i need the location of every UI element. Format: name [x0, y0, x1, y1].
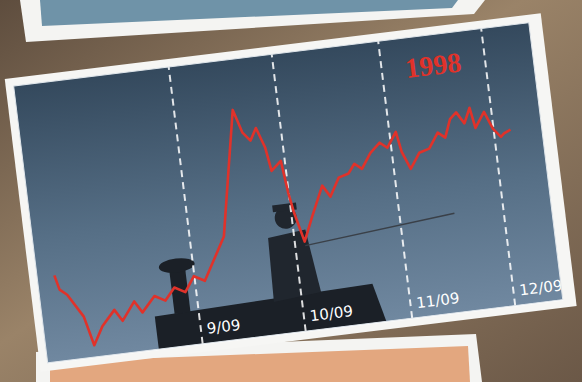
x-tick: 9/09	[169, 62, 242, 344]
page: 9/09 10/09 11/09 12/09 1998	[0, 0, 582, 382]
boat	[154, 283, 387, 353]
x-axis: 9/09 10/09 11/09 12/09	[14, 23, 564, 364]
data-line	[37, 77, 530, 349]
background	[0, 0, 582, 382]
angler-body	[266, 229, 322, 302]
plot-area	[37, 77, 530, 349]
photo-top	[40, 0, 458, 26]
card-border	[5, 13, 577, 372]
x-tick: 12/09	[481, 23, 564, 306]
x-tick-label: 12/09	[518, 276, 563, 299]
fishing-rod	[304, 213, 457, 245]
x-tick-label: 10/09	[309, 302, 354, 325]
plot-background	[14, 23, 563, 363]
grid-line	[169, 67, 203, 344]
grid-line	[481, 29, 515, 306]
x-tick-label: 9/09	[206, 316, 242, 338]
boat-motor-top	[158, 256, 195, 274]
plot-frame	[14, 23, 563, 363]
chart-card: 9/09 10/09 11/09 12/09 1998	[5, 13, 577, 372]
x-tick: 10/09	[272, 48, 355, 331]
x-tick-label: 11/09	[415, 289, 460, 312]
chart-title: 1998	[404, 46, 463, 84]
